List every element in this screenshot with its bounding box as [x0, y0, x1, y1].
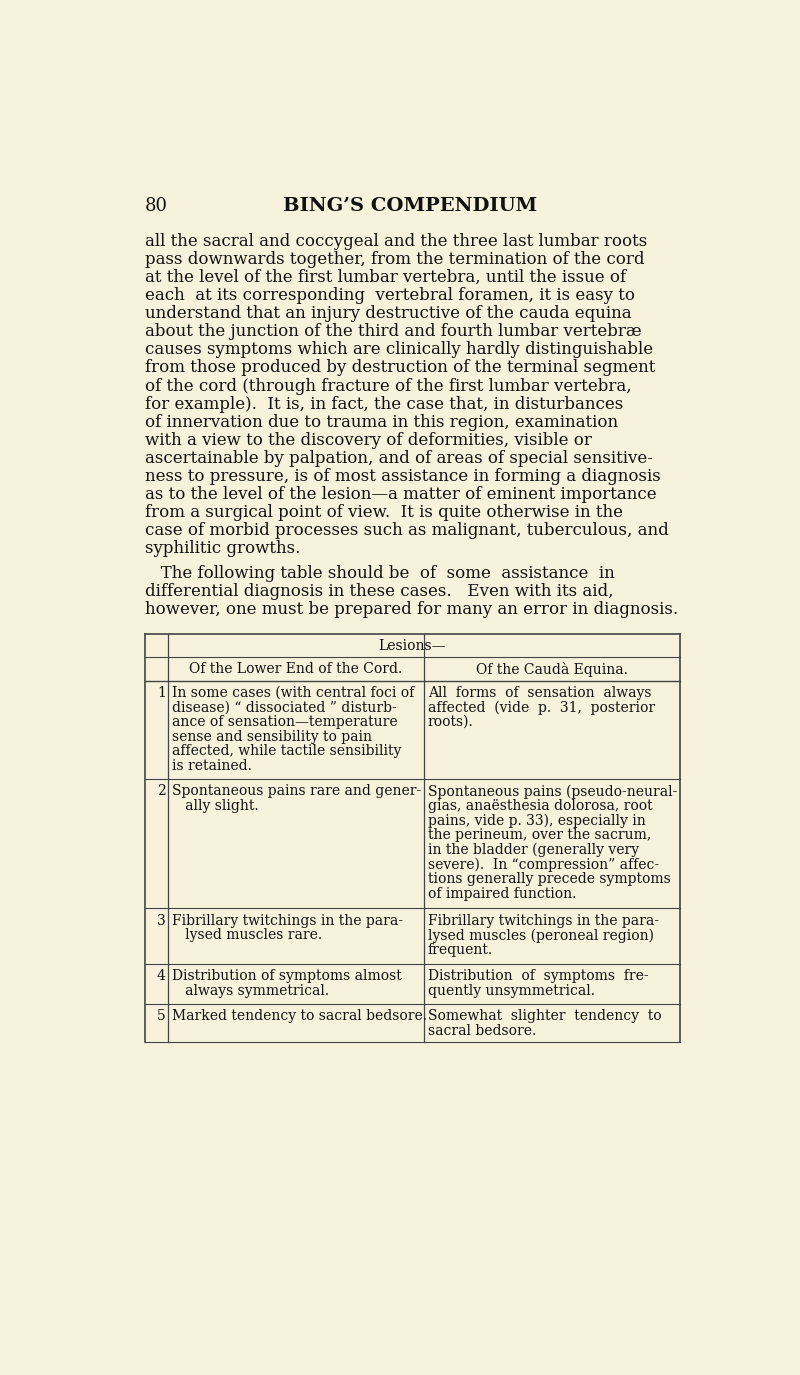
Text: as to the level of the lesion—a matter of eminent importance: as to the level of the lesion—a matter o… [145, 487, 657, 503]
Text: the perineum, over the sacrum,: the perineum, over the sacrum, [428, 828, 651, 843]
Text: Somewhat  slighter  tendency  to: Somewhat slighter tendency to [428, 1009, 662, 1023]
Text: from a surgical point of view.  It is quite otherwise in the: from a surgical point of view. It is qui… [145, 505, 623, 521]
Text: Spontaneous pains rare and gener-: Spontaneous pains rare and gener- [172, 785, 422, 799]
Text: of impaired function.: of impaired function. [428, 887, 576, 901]
Text: Of the Caudà Equina.: Of the Caudà Equina. [476, 661, 628, 676]
Text: with a view to the discovery of deformities, visible or: with a view to the discovery of deformit… [145, 432, 592, 448]
Text: all the sacral and coccygeal and the three last lumbar roots: all the sacral and coccygeal and the thr… [145, 232, 647, 250]
Text: from those produced by destruction of the terminal segment: from those produced by destruction of th… [145, 359, 655, 377]
Text: 4: 4 [157, 969, 166, 983]
Text: tions generally precede symptoms: tions generally precede symptoms [428, 872, 670, 887]
Text: syphilitic growths.: syphilitic growths. [145, 540, 300, 557]
Text: affected  (vide  p.  31,  posterior: affected (vide p. 31, posterior [428, 700, 655, 715]
Text: always symmetrical.: always symmetrical. [172, 984, 330, 998]
Text: differential diagnosis in these cases.   Even with its aid,: differential diagnosis in these cases. E… [145, 583, 614, 600]
Text: in the bladder (generally very: in the bladder (generally very [428, 843, 639, 858]
Text: Of the Lower End of the Cord.: Of the Lower End of the Cord. [190, 661, 402, 676]
Text: Fibrillary twitchings in the para-: Fibrillary twitchings in the para- [428, 914, 659, 928]
Text: quently unsymmetrical.: quently unsymmetrical. [428, 984, 595, 998]
Text: Distribution  of  symptoms  fre-: Distribution of symptoms fre- [428, 969, 649, 983]
Text: ance of sensation—temperature: ance of sensation—temperature [172, 715, 398, 729]
Text: case of morbid processes such as malignant, tuberculous, and: case of morbid processes such as maligna… [145, 522, 669, 539]
Text: Distribution of symptoms almost: Distribution of symptoms almost [172, 969, 402, 983]
Text: 80: 80 [145, 198, 168, 216]
Text: In some cases (with central foci of: In some cases (with central foci of [172, 686, 414, 700]
Text: 3: 3 [157, 914, 166, 928]
Text: gias, anaësthesia dolorosa, root: gias, anaësthesia dolorosa, root [428, 799, 653, 813]
Text: each  at its corresponding  vertebral foramen, it is easy to: each at its corresponding vertebral fora… [145, 287, 635, 304]
Text: ness to pressure, is of most assistance in forming a diagnosis: ness to pressure, is of most assistance … [145, 468, 661, 485]
Text: about the junction of the third and fourth lumbar vertebræ: about the junction of the third and four… [145, 323, 642, 340]
Text: lysed muscles rare.: lysed muscles rare. [172, 928, 322, 942]
Text: 5: 5 [157, 1009, 166, 1023]
Text: of innervation due to trauma in this region, examination: of innervation due to trauma in this reg… [145, 414, 618, 430]
Text: disease) “ dissociated ” disturb-: disease) “ dissociated ” disturb- [172, 700, 397, 715]
Text: Lesions—: Lesions— [378, 639, 446, 653]
Text: 1: 1 [157, 686, 166, 700]
Text: ally slight.: ally slight. [172, 799, 258, 813]
Text: causes symptoms which are clinically hardly distinguishable: causes symptoms which are clinically har… [145, 341, 653, 359]
Text: Fibrillary twitchings in the para-: Fibrillary twitchings in the para- [172, 914, 403, 928]
Text: affected, while tactile sensibility: affected, while tactile sensibility [172, 744, 402, 759]
Text: All  forms  of  sensation  always: All forms of sensation always [428, 686, 651, 700]
Text: however, one must be prepared for many an error in diagnosis.: however, one must be prepared for many a… [145, 601, 678, 617]
Text: sense and sensibility to pain: sense and sensibility to pain [172, 730, 372, 744]
Text: lysed muscles (peroneal region): lysed muscles (peroneal region) [428, 928, 654, 943]
Text: at the level of the first lumbar vertebra, until the issue of: at the level of the first lumbar vertebr… [145, 270, 626, 286]
Text: BING’S COMPENDIUM: BING’S COMPENDIUM [283, 198, 537, 216]
Text: pass downwards together, from the termination of the cord: pass downwards together, from the termin… [145, 250, 645, 268]
Text: is retained.: is retained. [172, 759, 252, 773]
Text: The following table should be  of  some  assistance  in: The following table should be of some as… [145, 565, 614, 582]
Text: pains, vide p. 33), especially in: pains, vide p. 33), especially in [428, 814, 646, 828]
Text: frequent.: frequent. [428, 943, 493, 957]
Text: ascertainable by palpation, and of areas of special sensitive-: ascertainable by palpation, and of areas… [145, 450, 653, 468]
Text: Spontaneous pains (pseudo-neural-: Spontaneous pains (pseudo-neural- [428, 785, 677, 799]
Text: sacral bedsore.: sacral bedsore. [428, 1024, 536, 1038]
Text: for example).  It is, in fact, the case that, in disturbances: for example). It is, in fact, the case t… [145, 396, 623, 412]
Text: roots).: roots). [428, 715, 474, 729]
Text: Marked tendency to sacral bedsore.: Marked tendency to sacral bedsore. [172, 1009, 427, 1023]
Text: understand that an injury destructive of the cauda equina: understand that an injury destructive of… [145, 305, 631, 322]
Text: of the cord (through fracture of the first lumbar vertebra,: of the cord (through fracture of the fir… [145, 378, 631, 395]
Text: severe).  In “compression” affec-: severe). In “compression” affec- [428, 858, 659, 872]
Text: 2: 2 [157, 785, 166, 799]
